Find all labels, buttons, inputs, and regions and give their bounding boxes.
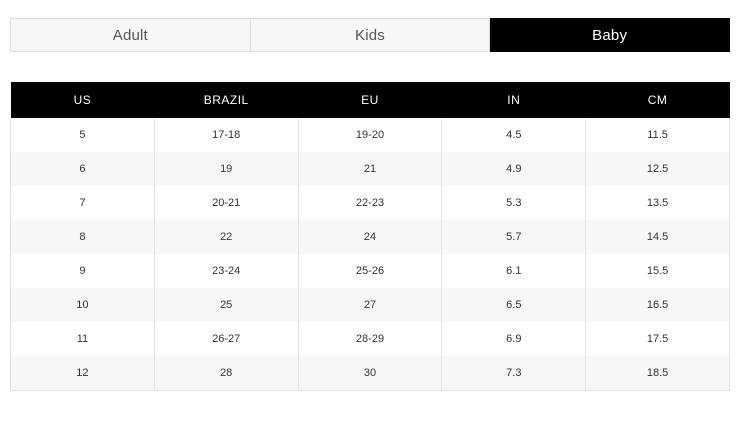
table-row: 5 17-18 19-20 4.5 11.5	[10, 118, 730, 152]
column-header-us: US	[10, 82, 155, 118]
cell-eu: 19-20	[297, 118, 443, 152]
table-row: 12 28 30 7.3 18.5	[10, 356, 730, 391]
cell-brazil: 23-24	[153, 254, 299, 288]
cell-cm: 18.5	[585, 356, 730, 391]
cell-brazil: 17-18	[153, 118, 299, 152]
cell-brazil: 22	[153, 220, 299, 254]
table-row: 8 22 24 5.7 14.5	[10, 220, 730, 254]
cell-us: 5	[10, 118, 155, 152]
cell-us: 6	[10, 152, 155, 186]
cell-brazil: 26-27	[153, 322, 299, 356]
tab-adult[interactable]: Adult	[10, 18, 251, 52]
table-row: 7 20-21 22-23 5.3 13.5	[10, 186, 730, 220]
cell-brazil: 20-21	[153, 186, 299, 220]
table-row: 11 26-27 28-29 6.9 17.5	[10, 322, 730, 356]
tab-kids[interactable]: Kids	[250, 18, 491, 52]
tab-baby[interactable]: Baby	[490, 18, 731, 52]
cell-us: 7	[10, 186, 155, 220]
column-header-cm: CM	[585, 82, 730, 118]
cell-us: 9	[10, 254, 155, 288]
table-row: 6 19 21 4.9 12.5	[10, 152, 730, 186]
cell-us: 12	[10, 356, 155, 391]
cell-in: 6.9	[441, 322, 587, 356]
column-header-eu: EU	[298, 82, 442, 118]
cell-in: 6.5	[441, 288, 587, 322]
cell-eu: 27	[297, 288, 443, 322]
cell-eu: 24	[297, 220, 443, 254]
cell-eu: 28-29	[297, 322, 443, 356]
cell-us: 8	[10, 220, 155, 254]
cell-cm: 13.5	[585, 186, 730, 220]
cell-in: 7.3	[441, 356, 587, 391]
cell-in: 4.5	[441, 118, 587, 152]
cell-us: 10	[10, 288, 155, 322]
cell-brazil: 25	[153, 288, 299, 322]
table-header-row: US BRAZIL EU IN CM	[10, 82, 730, 118]
column-header-in: IN	[441, 82, 586, 118]
cell-in: 5.7	[441, 220, 587, 254]
cell-eu: 21	[297, 152, 443, 186]
cell-cm: 16.5	[585, 288, 730, 322]
cell-in: 5.3	[441, 186, 587, 220]
table-row: 10 25 27 6.5 16.5	[10, 288, 730, 322]
cell-us: 11	[10, 322, 155, 356]
cell-cm: 14.5	[585, 220, 730, 254]
column-header-brazil: BRAZIL	[154, 82, 299, 118]
cell-eu: 30	[297, 356, 443, 391]
cell-cm: 11.5	[585, 118, 730, 152]
size-chart-table: US BRAZIL EU IN CM 5 17-18 19-20 4.5 11.…	[10, 82, 730, 391]
cell-cm: 17.5	[585, 322, 730, 356]
cell-in: 6.1	[441, 254, 587, 288]
cell-brazil: 19	[153, 152, 299, 186]
cell-cm: 15.5	[585, 254, 730, 288]
cell-eu: 25-26	[297, 254, 443, 288]
cell-cm: 12.5	[585, 152, 730, 186]
size-category-tabs: Adult Kids Baby	[10, 18, 731, 52]
cell-eu: 22-23	[297, 186, 443, 220]
cell-in: 4.9	[441, 152, 587, 186]
table-row: 9 23-24 25-26 6.1 15.5	[10, 254, 730, 288]
cell-brazil: 28	[153, 356, 299, 391]
